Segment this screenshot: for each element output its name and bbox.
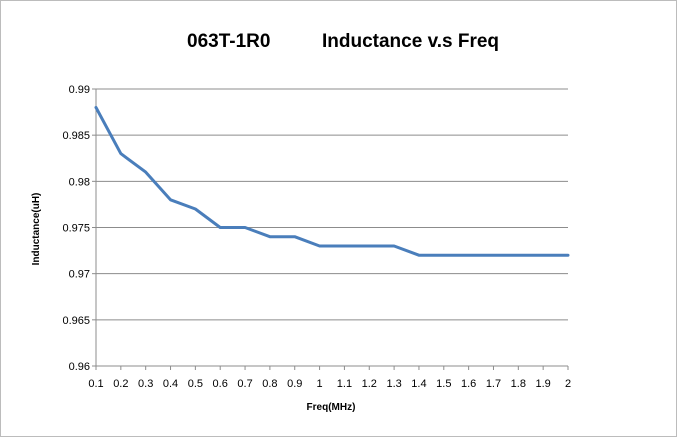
x-tick-label: 0.8 [262, 378, 277, 390]
x-axis-title: Freq(MHz) [307, 402, 356, 413]
y-tick-label: 0.975 [62, 223, 90, 235]
series [94, 106, 570, 257]
x-tick-label: 0.2 [113, 378, 128, 390]
y-tick-labels: 0.96 0.965 0.97 0.975 0.98 0.985 0.99 [62, 84, 90, 373]
x-tick-label: 1 [317, 378, 323, 390]
x-tick-label: 1.4 [411, 378, 426, 390]
y-tick-label: 0.97 [69, 269, 90, 281]
y-tick-label: 0.965 [62, 315, 90, 327]
x-tick-label: 2 [565, 378, 571, 390]
x-tick-label: 1.6 [461, 378, 476, 390]
x-tick-label: 0.4 [163, 378, 178, 390]
y-tick-label: 0.96 [69, 361, 90, 373]
x-tick-label: 1.2 [362, 378, 377, 390]
axes [92, 88, 569, 370]
chart-title-part-number: 063T-1R0 [187, 31, 271, 52]
x-tick-label: 1.7 [486, 378, 501, 390]
y-tick-label: 0.98 [69, 176, 90, 188]
x-tick-label: 0.3 [138, 378, 153, 390]
x-tick-label: 1.3 [386, 378, 401, 390]
y-tick-label: 0.99 [69, 84, 90, 96]
chart-title: Inductance v.s Freq [322, 31, 500, 52]
x-tick-label: 0.9 [287, 378, 302, 390]
x-tick-labels: 0.1 0.2 0.3 0.4 0.5 0.6 0.7 0.8 0.9 1 1.1 1.2 1.3 1.4… [88, 378, 571, 390]
x-tick-label: 0.7 [237, 378, 252, 390]
x-tick-label: 1.8 [511, 378, 526, 390]
x-tick-label: 1.1 [337, 378, 352, 390]
x-tick-label: 0.6 [213, 378, 228, 390]
x-tick-label: 0.1 [88, 378, 103, 390]
x-tick-label: 0.5 [188, 378, 203, 390]
y-axis-title: Inductance(uH) [31, 193, 42, 266]
x-tick-label: 1.5 [436, 378, 451, 390]
series-line-inductance [94, 106, 570, 257]
y-tick-label: 0.985 [62, 130, 90, 142]
x-tick-label: 1.9 [536, 378, 551, 390]
gridlines [96, 88, 568, 367]
